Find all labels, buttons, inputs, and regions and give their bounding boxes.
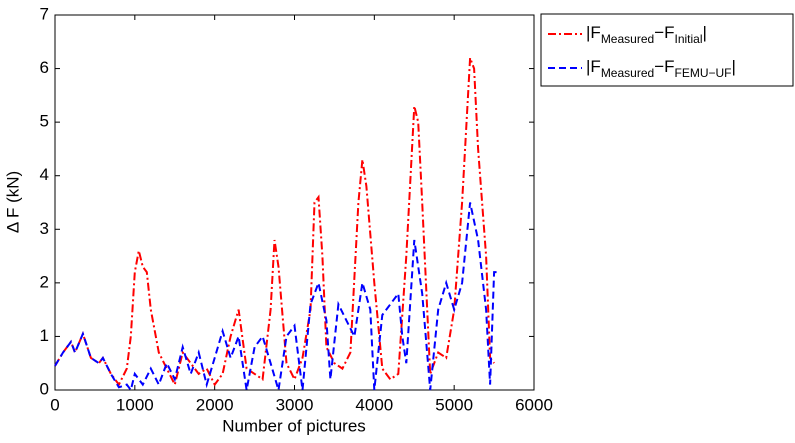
y-tick-label: 5 [40, 112, 49, 131]
x-tick-label: 1000 [116, 395, 154, 414]
x-tick-label: 2000 [196, 395, 234, 414]
legend-label-part: FEMU−UF [675, 66, 732, 80]
data-line [54, 202, 499, 393]
x-tick-label: 5000 [435, 395, 473, 414]
legend-label-part: −F [654, 23, 674, 42]
y-tick-label: 4 [40, 165, 49, 184]
x-axis-label: Number of pictures [222, 416, 366, 435]
y-tick-label: 2 [40, 272, 49, 291]
legend-box [540, 13, 794, 87]
data-line [54, 57, 495, 388]
x-tick-label: 3000 [276, 395, 314, 414]
legend-label-part: Measured [601, 32, 654, 46]
y-tick-label: 1 [40, 326, 49, 345]
y-axis-label: Δ F (kN) [3, 171, 22, 233]
legend-label: |FMeasured−FFEMU−UF| [586, 57, 736, 80]
y-tick-label: 7 [40, 4, 49, 23]
legend-label-part: −F [654, 57, 674, 76]
y-tick-label: 3 [40, 219, 49, 238]
legend-label-part: |F [586, 23, 601, 42]
legend-label: |FMeasured−FInitial| [586, 23, 707, 46]
legend-label-part: |F [586, 57, 601, 76]
x-tick-label: 0 [50, 395, 59, 414]
x-tick-label: 6000 [515, 395, 553, 414]
y-tick-label: 6 [40, 58, 49, 77]
legend-label-part: | [703, 23, 707, 42]
x-tick-label: 4000 [355, 395, 393, 414]
legend-label-part: | [732, 57, 736, 76]
legend-label-part: Measured [601, 66, 654, 80]
legend-label-part: Initial [675, 32, 703, 46]
y-tick-label: 0 [40, 379, 49, 398]
